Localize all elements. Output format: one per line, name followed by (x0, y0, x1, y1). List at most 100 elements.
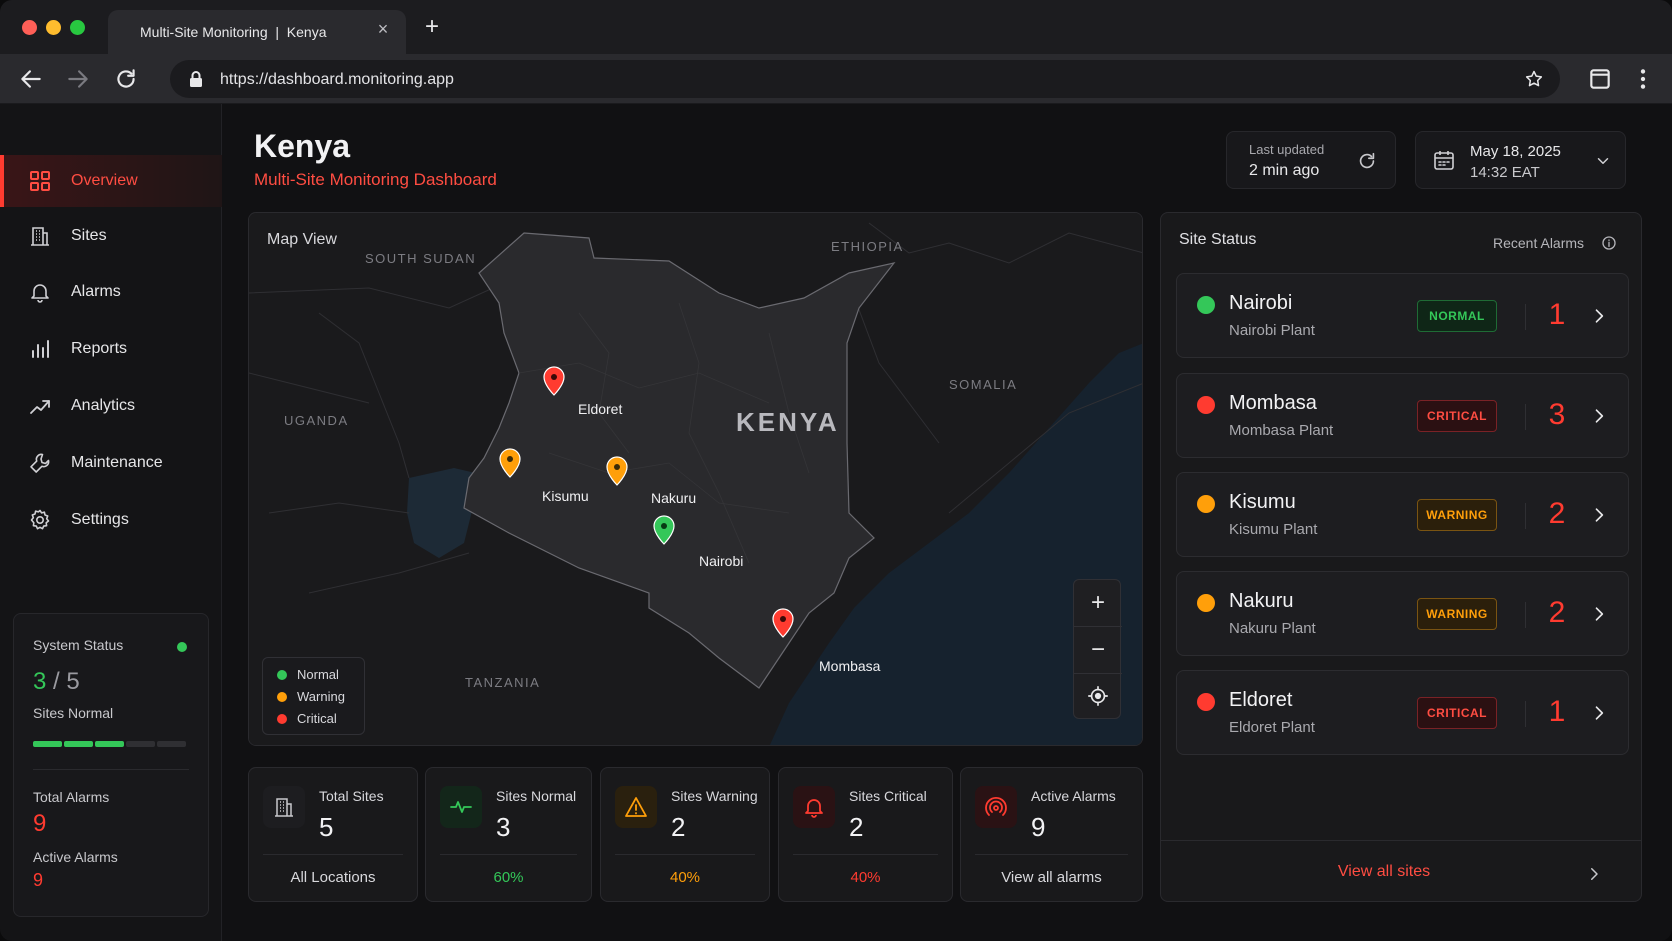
sidebar-item-label: Maintenance (71, 454, 163, 471)
reload-icon[interactable] (113, 66, 139, 92)
sidebar-item-overview[interactable]: Overview (0, 155, 222, 207)
kenya-map[interactable] (249, 213, 1143, 746)
progress-segment (64, 741, 93, 747)
site-name: Nairobi (1229, 292, 1293, 314)
address-bar[interactable]: https://dashboard.monitoring.app (170, 60, 1560, 98)
site-row-nakuru[interactable]: Nakuru Nakuru Plant WARNING 2 (1176, 571, 1629, 656)
sidebar-item-reports[interactable]: Reports (0, 323, 222, 375)
sidepanel-icon[interactable] (1587, 66, 1613, 92)
stat-footer: All Locations (290, 869, 376, 886)
stat-card-sites-normal[interactable]: Sites Normal 3 60% (425, 767, 592, 902)
locate-icon[interactable] (1087, 685, 1109, 707)
divider (1525, 503, 1526, 529)
info-icon[interactable] (1601, 235, 1617, 251)
status-dot (1197, 495, 1215, 513)
stat-footer: 60% (493, 869, 524, 886)
stat-card-sites-warning[interactable]: Sites Warning 2 40% (600, 767, 770, 902)
stat-label: Total Sites (319, 788, 384, 804)
sidebar-item-label: Sites (71, 227, 107, 244)
system-status-title: System Status (33, 637, 124, 653)
chevron-right-icon[interactable] (1585, 865, 1603, 883)
sidebar-item-label: Settings (71, 511, 129, 528)
chevron-right-icon[interactable] (1589, 306, 1609, 326)
close-window-button[interactable] (22, 20, 37, 35)
legend-warning: Warning (277, 689, 345, 704)
stat-card-active-alarms[interactable]: Active Alarms 9 View all alarms (960, 767, 1143, 902)
site-name: Nakuru (1229, 590, 1294, 612)
sidebar-item-sites[interactable]: Sites (0, 210, 222, 262)
alarm-count: 2 (1548, 596, 1566, 629)
building-icon (31, 227, 49, 246)
alarm-count: 3 (1548, 398, 1566, 431)
total-alarms-value: 9 (33, 810, 47, 837)
sidebar-item-settings[interactable]: Settings (0, 494, 222, 546)
new-tab-button[interactable]: + (424, 13, 439, 40)
status-badge: WARNING (1417, 598, 1497, 630)
status-dot (1197, 693, 1215, 711)
divider (440, 854, 577, 855)
neighbor-label: ETHIOPIA (831, 239, 904, 254)
browser-tab[interactable]: Multi-Site Monitoring | Kenya × (108, 10, 406, 54)
divider (263, 854, 403, 855)
stat-card-total-sites[interactable]: Total Sites 5 All Locations (248, 767, 418, 902)
chevron-right-icon[interactable] (1589, 703, 1609, 723)
tab-title: Multi-Site Monitoring | Kenya (140, 24, 327, 40)
neighbor-label: SOUTH SUDAN (365, 251, 477, 266)
pin-mombasa[interactable] (772, 608, 794, 638)
stat-value: 2 (849, 812, 864, 842)
count-separator: / (53, 668, 60, 695)
stat-footer: 40% (669, 869, 701, 886)
sidebar-item-maintenance[interactable]: Maintenance (0, 437, 222, 489)
minimize-window-button[interactable] (46, 20, 61, 35)
maximize-window-button[interactable] (70, 20, 85, 35)
total-count: 5 (66, 668, 80, 695)
divider (1525, 701, 1526, 727)
map-view-card[interactable]: Map View SOUTH SUDAN ETHIOPIA SOMALIA UG… (248, 212, 1143, 746)
stat-value: 9 (1031, 812, 1046, 842)
site-plant: Nakuru Plant (1229, 620, 1316, 637)
pin-eldoret[interactable] (543, 366, 565, 396)
legend-normal: Normal (277, 667, 339, 682)
map-legend: Normal Warning Critical (262, 657, 365, 735)
stat-card-sites-critical[interactable]: Sites Critical 2 40% (778, 767, 953, 902)
site-row-eldoret[interactable]: Eldoret Eldoret Plant CRITICAL 1 (1176, 670, 1629, 755)
site-row-kisumu[interactable]: Kisumu Kisumu Plant WARNING 2 (1176, 472, 1629, 557)
chevron-right-icon[interactable] (1589, 604, 1609, 624)
sidebar-item-alarms[interactable]: Alarms (0, 266, 222, 318)
last-updated-value: 2 min ago (1249, 162, 1320, 179)
site-row-mombasa[interactable]: Mombasa Mombasa Plant CRITICAL 3 (1176, 373, 1629, 458)
sidebar-item-analytics[interactable]: Analytics (0, 380, 222, 432)
site-name: Eldoret (1229, 689, 1293, 711)
site-row-nairobi[interactable]: Nairobi Nairobi Plant NORMAL 1 (1176, 273, 1629, 358)
zoom-out-button[interactable]: − (1090, 636, 1105, 663)
status-badge: NORMAL (1417, 300, 1497, 332)
system-status-indicator (177, 642, 187, 652)
building-icon (263, 786, 305, 828)
system-status-card: System Status 3 / 5 Sites Normal Total A… (13, 613, 209, 917)
chevron-right-icon[interactable] (1589, 406, 1609, 426)
pin-nairobi[interactable] (653, 515, 675, 545)
date-picker[interactable]: May 18, 2025 14:32 EAT (1415, 131, 1626, 189)
recent-alarms-label: Recent Alarms (1493, 235, 1585, 251)
tab-close-icon[interactable]: × (377, 19, 389, 39)
view-all-sites-link[interactable]: View all sites (1337, 863, 1431, 880)
bookmark-star-icon[interactable] (1524, 69, 1544, 89)
back-arrow-icon[interactable] (18, 66, 44, 92)
refresh-icon[interactable] (1356, 150, 1378, 172)
pin-label-nairobi: Nairobi (699, 553, 744, 569)
stat-value: 2 (671, 812, 686, 842)
forward-arrow-icon[interactable] (65, 66, 91, 92)
more-menu-icon[interactable] (1630, 66, 1656, 92)
pin-label-eldoret: Eldoret (578, 401, 623, 417)
legend-label: Normal (297, 667, 339, 682)
normal-count: 3 (33, 668, 47, 695)
zoom-in-button[interactable]: + (1090, 589, 1105, 616)
stat-label: Sites Warning (671, 788, 758, 804)
stat-footer: 40% (850, 869, 881, 886)
chevron-right-icon[interactable] (1589, 505, 1609, 525)
view-all-alarms-link[interactable]: View all alarms (1001, 869, 1102, 886)
pin-kisumu[interactable] (499, 448, 521, 478)
site-name: Kisumu (1229, 491, 1296, 513)
pin-nakuru[interactable] (606, 456, 628, 486)
